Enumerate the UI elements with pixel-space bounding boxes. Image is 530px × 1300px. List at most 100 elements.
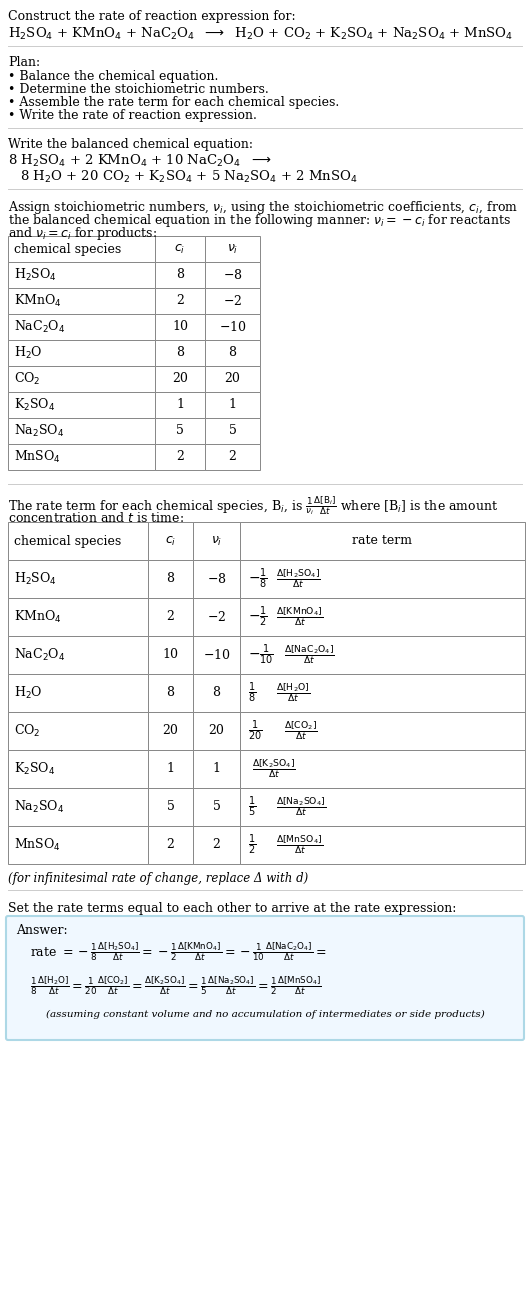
Text: $\frac{1}{5}$: $\frac{1}{5}$: [248, 794, 256, 819]
Bar: [148, 636, 193, 673]
Bar: [148, 712, 193, 750]
Bar: [155, 393, 205, 419]
Text: $-\frac{1}{8}$: $-\frac{1}{8}$: [248, 567, 268, 592]
Text: $-$8: $-$8: [223, 268, 242, 282]
Text: $\frac{\Delta[\mathrm{NaC_2O_4}]}{\Delta t}$: $\frac{\Delta[\mathrm{NaC_2O_4}]}{\Delta…: [284, 644, 335, 667]
Text: $\frac{\Delta[\mathrm{H_2O}]}{\Delta t}$: $\frac{\Delta[\mathrm{H_2O}]}{\Delta t}$: [276, 681, 311, 705]
Text: $-$10: $-$10: [202, 647, 231, 662]
Bar: [205, 445, 260, 471]
Text: Plan:: Plan:: [8, 56, 40, 69]
Bar: [148, 560, 193, 598]
Bar: [193, 673, 240, 712]
Text: $\frac{1}{20}$: $\frac{1}{20}$: [248, 719, 262, 744]
Text: chemical species: chemical species: [14, 534, 121, 547]
Text: $-$2: $-$2: [207, 610, 226, 624]
Bar: [8, 315, 155, 341]
Bar: [155, 445, 205, 471]
Text: • Write the rate of reaction expression.: • Write the rate of reaction expression.: [8, 109, 257, 122]
Bar: [148, 826, 193, 864]
Text: 5: 5: [228, 425, 236, 438]
Text: $\frac{\Delta[\mathrm{MnSO_4}]}{\Delta t}$: $\frac{\Delta[\mathrm{MnSO_4}]}{\Delta t…: [276, 833, 323, 857]
Text: $-$2: $-$2: [223, 294, 242, 308]
Text: 1: 1: [213, 763, 220, 776]
Bar: [8, 673, 148, 712]
Text: 2: 2: [176, 295, 184, 308]
Text: H$_2$O: H$_2$O: [14, 344, 42, 361]
Text: $c_i$: $c_i$: [165, 534, 176, 547]
Bar: [148, 750, 193, 788]
Text: H$_2$SO$_4$: H$_2$SO$_4$: [14, 266, 57, 283]
Text: the balanced chemical equation in the following manner: $\nu_i = -c_i$ for react: the balanced chemical equation in the fo…: [8, 212, 511, 229]
Text: $-\frac{1}{10}$: $-\frac{1}{10}$: [248, 642, 274, 667]
Bar: [155, 289, 205, 315]
Bar: [8, 826, 148, 864]
Text: 20: 20: [172, 373, 188, 386]
Bar: [8, 788, 148, 826]
Bar: [193, 636, 240, 673]
Text: rate term: rate term: [352, 534, 412, 547]
Text: 10: 10: [172, 321, 188, 334]
Text: H$_2$O: H$_2$O: [14, 685, 42, 701]
Text: Na$_2$SO$_4$: Na$_2$SO$_4$: [14, 800, 64, 815]
Text: KMnO$_4$: KMnO$_4$: [14, 292, 61, 309]
Bar: [155, 263, 205, 289]
Text: • Assemble the rate term for each chemical species.: • Assemble the rate term for each chemic…: [8, 96, 339, 109]
Bar: [155, 341, 205, 367]
Bar: [205, 393, 260, 419]
Text: The rate term for each chemical species, B$_i$, is $\frac{1}{\nu_i}\frac{\Delta[: The rate term for each chemical species,…: [8, 494, 498, 516]
Text: H$_2$SO$_4$ + KMnO$_4$ + NaC$_2$O$_4$  $\longrightarrow$  H$_2$O + CO$_2$ + K$_2: H$_2$SO$_4$ + KMnO$_4$ + NaC$_2$O$_4$ $\…: [8, 26, 514, 42]
Bar: [8, 598, 148, 636]
Bar: [8, 263, 155, 289]
Text: NaC$_2$O$_4$: NaC$_2$O$_4$: [14, 318, 65, 335]
Text: $-$8: $-$8: [207, 572, 226, 586]
Bar: [205, 315, 260, 341]
Text: $-$10: $-$10: [219, 320, 246, 334]
Bar: [8, 523, 148, 560]
Bar: [148, 523, 193, 560]
Text: $\frac{\Delta[\mathrm{Na_2SO_4}]}{\Delta t}$: $\frac{\Delta[\mathrm{Na_2SO_4}]}{\Delta…: [276, 796, 326, 819]
Bar: [8, 712, 148, 750]
Text: CO$_2$: CO$_2$: [14, 370, 40, 387]
Text: $\frac{\Delta[\mathrm{K_2SO_4}]}{\Delta t}$: $\frac{\Delta[\mathrm{K_2SO_4}]}{\Delta …: [252, 758, 296, 780]
Text: 8: 8: [166, 686, 174, 699]
Bar: [240, 788, 525, 826]
Text: • Determine the stoichiometric numbers.: • Determine the stoichiometric numbers.: [8, 83, 269, 96]
Bar: [148, 673, 193, 712]
Bar: [205, 289, 260, 315]
Text: $\frac{\Delta[\mathrm{CO_2}]}{\Delta t}$: $\frac{\Delta[\mathrm{CO_2}]}{\Delta t}$: [284, 720, 318, 742]
FancyBboxPatch shape: [6, 916, 524, 1040]
Bar: [8, 419, 155, 445]
Text: 10: 10: [163, 649, 179, 662]
Bar: [205, 419, 260, 445]
Bar: [205, 237, 260, 263]
Text: 8 H$_2$O + 20 CO$_2$ + K$_2$SO$_4$ + 5 Na$_2$SO$_4$ + 2 MnSO$_4$: 8 H$_2$O + 20 CO$_2$ + K$_2$SO$_4$ + 5 N…: [20, 169, 358, 185]
Bar: [240, 712, 525, 750]
Text: concentration and $t$ is time:: concentration and $t$ is time:: [8, 511, 184, 525]
Text: $\frac{\Delta[\mathrm{KMnO_4}]}{\Delta t}$: $\frac{\Delta[\mathrm{KMnO_4}]}{\Delta t…: [276, 606, 323, 628]
Text: 8 H$_2$SO$_4$ + 2 KMnO$_4$ + 10 NaC$_2$O$_4$  $\longrightarrow$: 8 H$_2$SO$_4$ + 2 KMnO$_4$ + 10 NaC$_2$O…: [8, 153, 271, 169]
Text: Na$_2$SO$_4$: Na$_2$SO$_4$: [14, 422, 64, 439]
Text: 20: 20: [163, 724, 179, 737]
Bar: [240, 598, 525, 636]
Text: $\frac{1}{8}\frac{\Delta[\mathrm{H_2O}]}{\Delta t} = \frac{1}{20}\frac{\Delta[\m: $\frac{1}{8}\frac{\Delta[\mathrm{H_2O}]}…: [30, 974, 322, 997]
Text: $-\frac{1}{2}$: $-\frac{1}{2}$: [248, 604, 268, 629]
Text: 5: 5: [176, 425, 184, 438]
Bar: [8, 445, 155, 471]
Text: (for infinitesimal rate of change, replace Δ with d): (for infinitesimal rate of change, repla…: [8, 872, 308, 885]
Bar: [155, 367, 205, 393]
Text: $\nu_i$: $\nu_i$: [211, 534, 222, 547]
Text: 20: 20: [225, 373, 241, 386]
Bar: [205, 367, 260, 393]
Text: and $\nu_i = c_i$ for products:: and $\nu_i = c_i$ for products:: [8, 225, 157, 242]
Text: • Balance the chemical equation.: • Balance the chemical equation.: [8, 70, 218, 83]
Text: CO$_2$: CO$_2$: [14, 723, 40, 738]
Bar: [8, 237, 155, 263]
Bar: [8, 289, 155, 315]
Text: $\frac{1}{8}$: $\frac{1}{8}$: [248, 681, 256, 705]
Text: 8: 8: [166, 572, 174, 585]
Text: K$_2$SO$_4$: K$_2$SO$_4$: [14, 760, 55, 777]
Text: 5: 5: [166, 801, 174, 814]
Bar: [193, 598, 240, 636]
Text: $\frac{1}{2}$: $\frac{1}{2}$: [248, 833, 256, 857]
Text: K$_2$SO$_4$: K$_2$SO$_4$: [14, 396, 55, 413]
